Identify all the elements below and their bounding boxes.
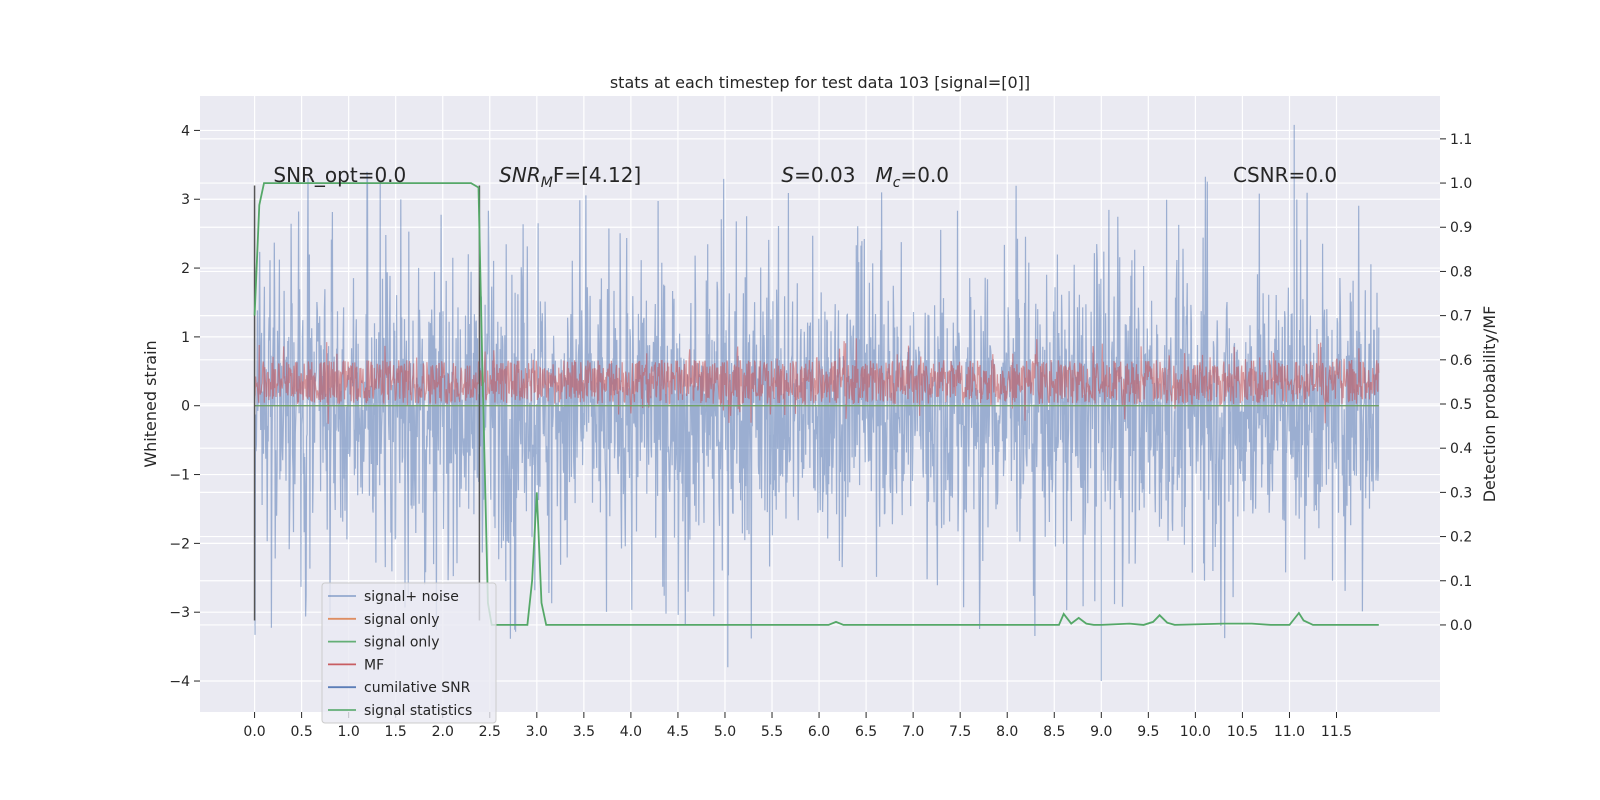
x-tick-label: 5.0: [714, 724, 736, 740]
x-tick-label: 8.0: [996, 724, 1018, 740]
series-layer: [253, 124, 1380, 681]
annotation: Mc=0.0: [876, 163, 950, 191]
y2-tick-label: 1.1: [1450, 132, 1472, 148]
legend-label: signal+ noise: [364, 589, 459, 605]
legend-label: MF: [364, 657, 384, 673]
x-tick-label: 7.5: [949, 724, 971, 740]
x-tick-label: 11.0: [1274, 724, 1305, 740]
annotation: SNR_opt=0.0: [273, 163, 406, 187]
y2-tick-label: 0.5: [1450, 397, 1472, 413]
series-mf: [254, 338, 1380, 424]
y2-axis-label: Detection probability/MF: [1480, 306, 1499, 503]
y2-tick-label: 0.4: [1450, 441, 1472, 457]
x-tick-label: 11.5: [1321, 724, 1352, 740]
x-tick-label: 8.5: [1043, 724, 1065, 740]
x-tick-label: 7.0: [902, 724, 924, 740]
y-tick-label: 0: [181, 399, 190, 415]
y2-tick-label: 0.3: [1450, 485, 1472, 501]
x-tick-label: 3.5: [573, 724, 595, 740]
annotation: SNRMF=[4.12]: [499, 163, 641, 191]
y2-tick-label: 0.1: [1450, 574, 1472, 590]
x-tick-label: 4.5: [667, 724, 689, 740]
chart-title: stats at each timestep for test data 103…: [610, 73, 1030, 92]
x-tick-label: 9.5: [1137, 724, 1159, 740]
y2-tick-label: 0.2: [1450, 530, 1472, 546]
y-tick-label: 2: [181, 261, 190, 277]
y-tick-label: −2: [169, 536, 190, 552]
y-tick-label: −3: [169, 605, 190, 621]
x-tick-label: 10.0: [1180, 724, 1211, 740]
y2-tick-label: 0.0: [1450, 618, 1472, 634]
y-axis-label: Whitened strain: [141, 340, 160, 467]
series-signal-noise: [254, 124, 1380, 681]
y-tick-label: −4: [169, 674, 190, 690]
annotations: SNR_opt=0.0 SNRMF=[4.12] S=0.03 Mc=0.0 CSNR=…: [273, 163, 1337, 191]
legend-label: signal only: [364, 612, 439, 628]
x-tick-label: 3.0: [526, 724, 548, 740]
y2-tick-label: 1.0: [1450, 176, 1472, 192]
y2-tick-label: 0.6: [1450, 353, 1472, 369]
y-tick-label: 4: [181, 123, 190, 139]
y2-tick-label: 0.8: [1450, 264, 1472, 280]
series-signal-statistics: [253, 182, 1379, 626]
legend-box: [321, 582, 497, 724]
y-tick-label: 1: [181, 330, 190, 346]
annotation: CSNR=0.0: [1233, 163, 1337, 187]
x-tick-label: 2.0: [432, 724, 454, 740]
x-tick-label: 0.0: [243, 724, 265, 740]
y2-tick-label: 0.9: [1450, 220, 1472, 236]
x-tick-label: 2.5: [479, 724, 501, 740]
x-tick-label: 4.0: [620, 724, 642, 740]
y2-tick-label: 0.7: [1450, 309, 1472, 325]
y-tick-label: −1: [169, 468, 190, 484]
y-tick-label: 3: [181, 192, 190, 208]
axes: 4 3 2 1 0 −1 −2 −3 −4 1.1 1.0 0.9 0.8 0.7 0.6 0.5 0.4 0.3…: [169, 123, 1472, 740]
x-tick-label: 10.5: [1227, 724, 1258, 740]
x-tick-label: 1.5: [385, 724, 407, 740]
x-tick-label: 0.5: [290, 724, 312, 740]
x-tick-label: 6.5: [855, 724, 877, 740]
x-tick-label: 5.5: [761, 724, 783, 740]
x-tick-label: 1.0: [338, 724, 360, 740]
legend: signal+ noise signal only signal only MF cum…: [321, 582, 497, 724]
legend-label: cumilative SNR: [364, 680, 471, 696]
annotation: S=0.03: [781, 163, 855, 187]
x-tick-label: 9.0: [1090, 724, 1112, 740]
x-tick-label: 6.0: [808, 724, 830, 740]
legend-label: signal statistics: [364, 703, 472, 719]
legend-label: signal only: [364, 635, 439, 651]
